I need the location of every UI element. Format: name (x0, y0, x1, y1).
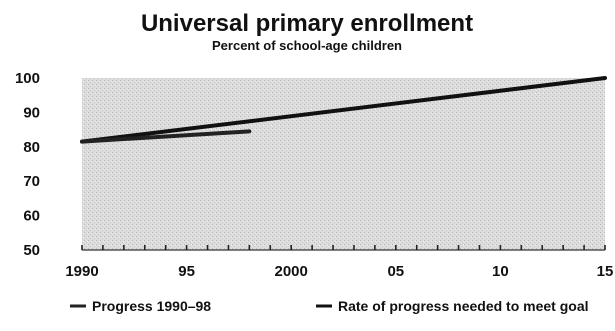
legend-label: Rate of progress needed to meet goal (338, 298, 589, 314)
plot-area (82, 78, 605, 250)
x-tick-label: 2000 (275, 263, 308, 280)
y-tick-label: 90 (23, 104, 40, 121)
chart-title: Universal primary enrollment (141, 10, 473, 37)
x-tick-label: 95 (178, 263, 195, 280)
series-line-progress (80, 129, 252, 144)
chart-subtitle: Percent of school-age children (212, 38, 402, 53)
series-line-goal (80, 76, 607, 144)
series-layer (80, 76, 607, 144)
legend-label: Progress 1990–98 (92, 298, 211, 314)
y-tick-label: 70 (23, 173, 40, 190)
y-axis: 100 90 80 70 60 50 (15, 70, 40, 259)
y-tick-label: 100 (15, 70, 40, 87)
x-tick-label: 10 (492, 263, 509, 280)
x-tick-label: 05 (387, 263, 404, 280)
x-axis: 1990 95 2000 05 10 15 (65, 245, 613, 280)
x-tick-label: 15 (597, 263, 614, 280)
y-tick-label: 80 (23, 139, 40, 156)
x-tick-label: 1990 (65, 263, 98, 280)
legend: Progress 1990–98 Rate of progress needed … (70, 298, 589, 314)
y-tick-label: 60 (23, 208, 40, 225)
y-tick-label: 50 (23, 242, 40, 259)
